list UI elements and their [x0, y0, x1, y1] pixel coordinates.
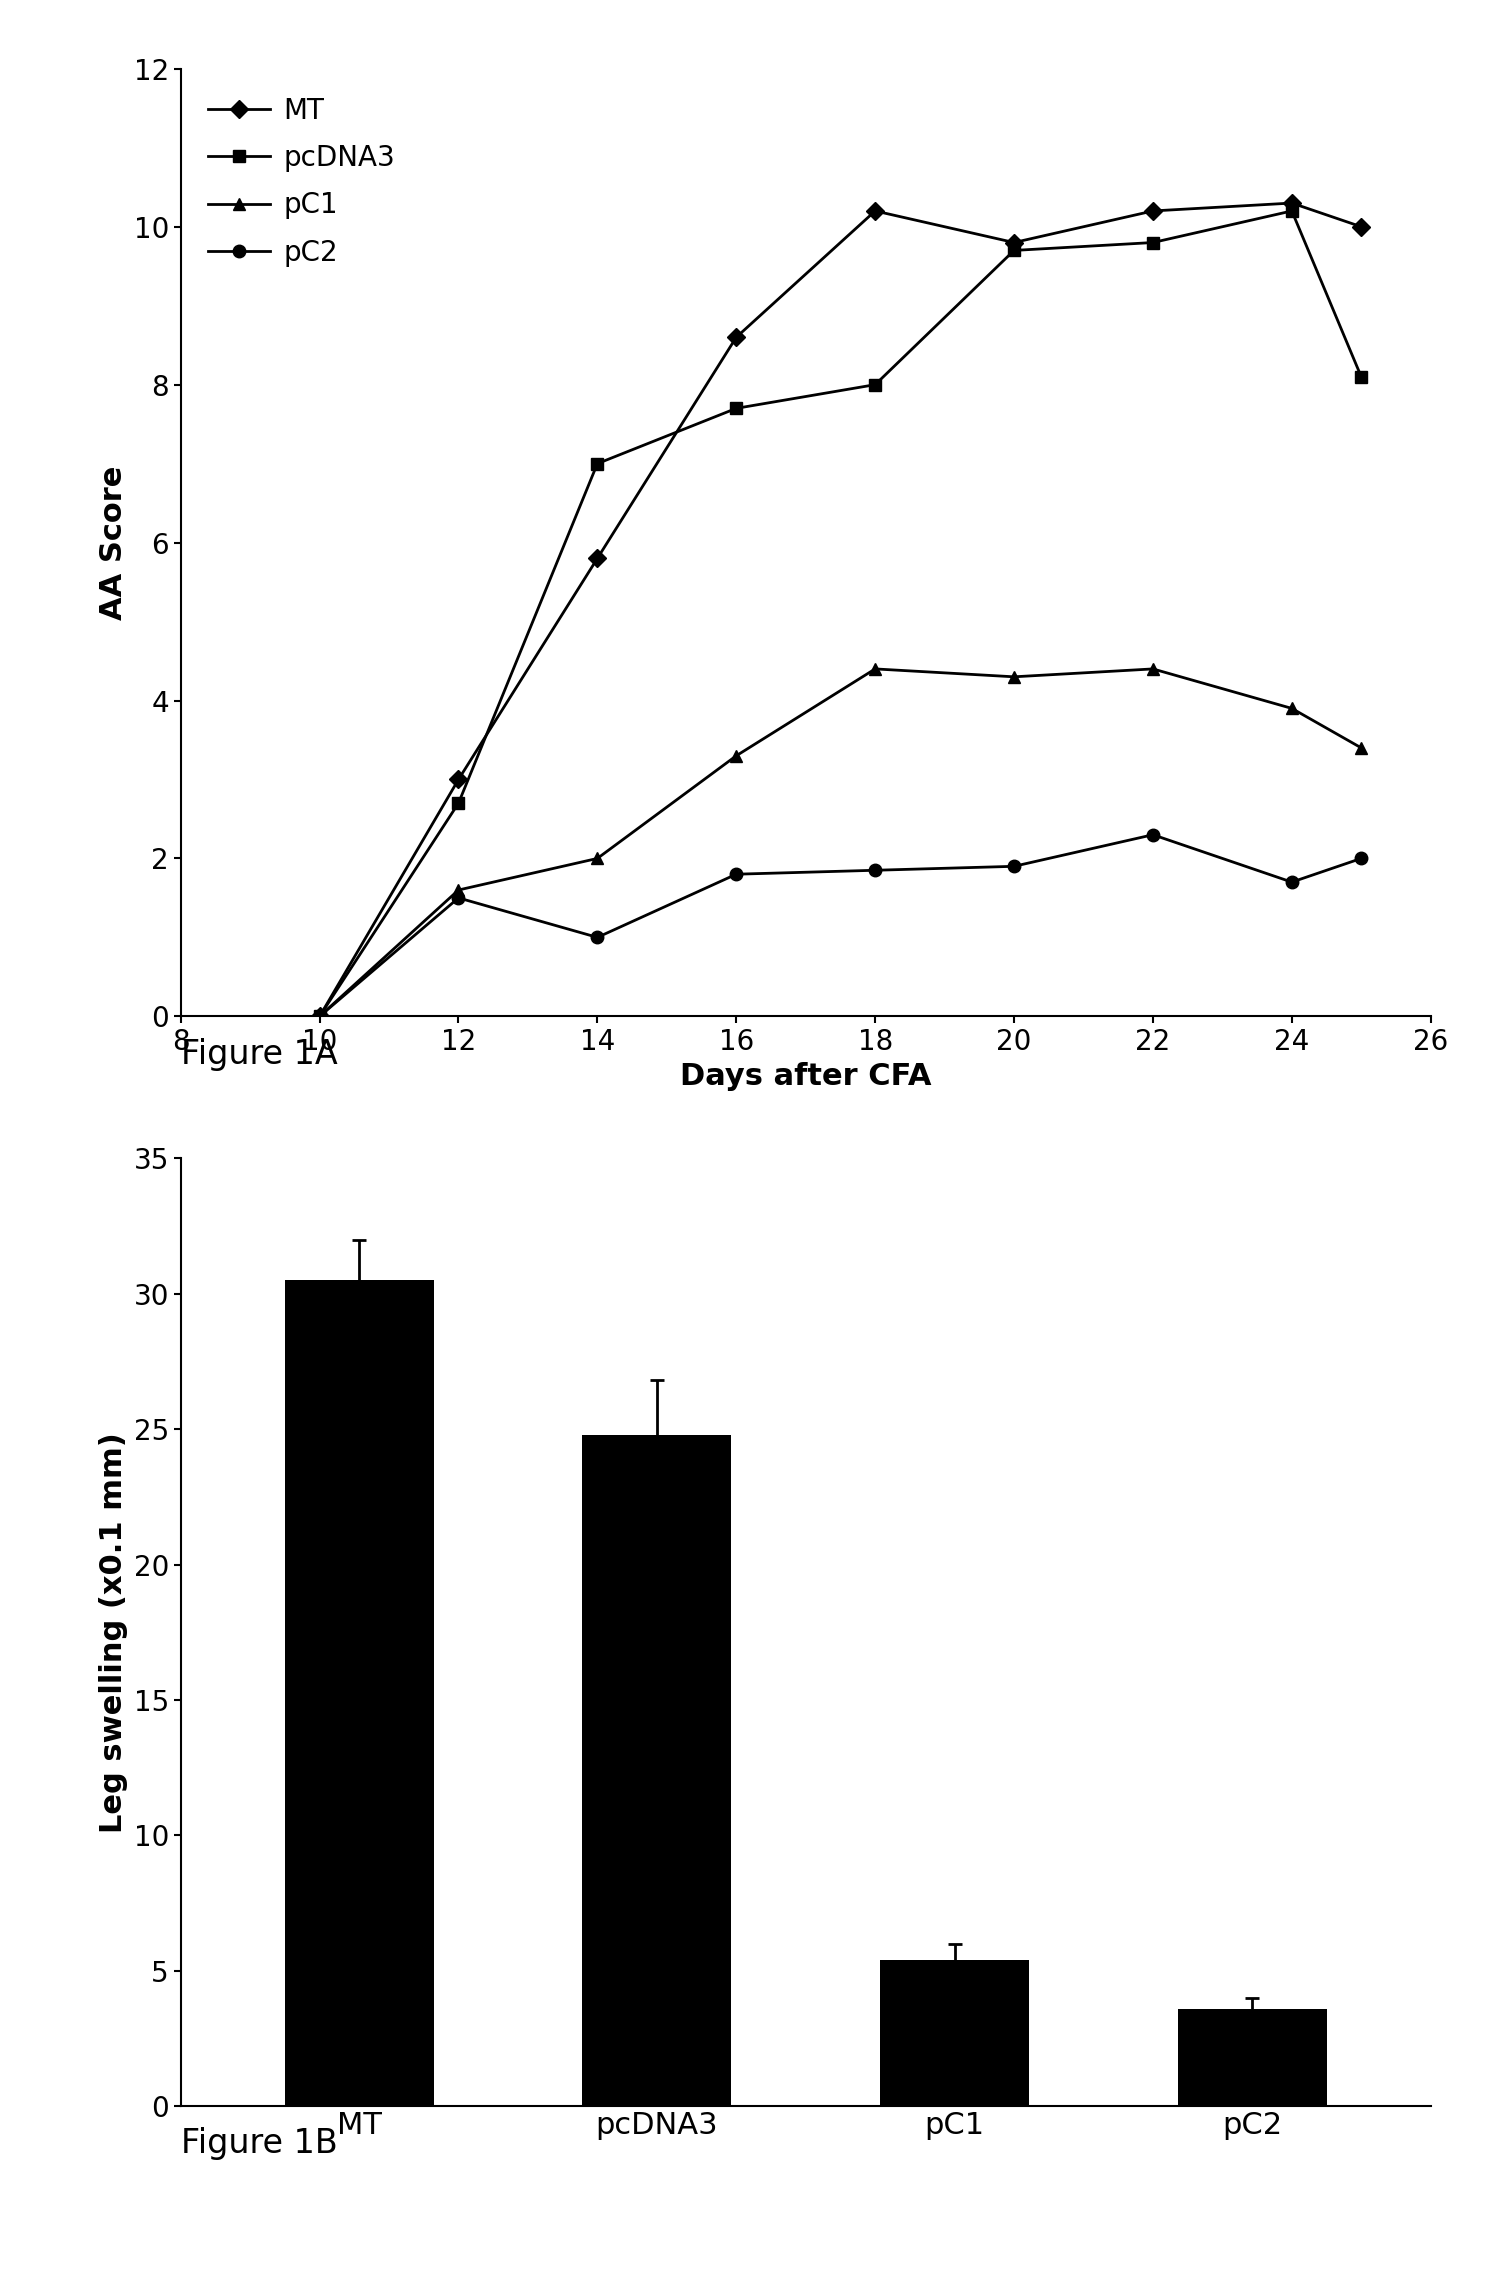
pcDNA3: [1005, 236, 1023, 264]
MT: [866, 197, 884, 225]
MT: [1005, 229, 1023, 257]
pC2: [1283, 869, 1301, 897]
pC2: [1005, 853, 1023, 881]
pcDNA3: [589, 450, 607, 477]
pcDNA3: [449, 789, 467, 817]
pC1: [727, 741, 745, 768]
pcDNA3: [310, 1002, 328, 1030]
Bar: [583, 1434, 732, 2106]
Bar: [880, 1959, 1029, 2106]
Line: MT: MT: [313, 197, 1367, 1023]
pC2: [1352, 844, 1370, 872]
Legend: MT, pcDNA3, pC1, pC2: MT, pcDNA3, pC1, pC2: [194, 83, 410, 280]
MT: [310, 1002, 328, 1030]
pC2: [727, 860, 745, 888]
Y-axis label: Leg swelling (x0.1 mm): Leg swelling (x0.1 mm): [99, 1431, 128, 1833]
pC1: [310, 1002, 328, 1030]
pcDNA3: [866, 372, 884, 399]
MT: [449, 766, 467, 794]
MT: [1352, 213, 1370, 241]
Bar: [285, 1280, 434, 2106]
X-axis label: Days after CFA: Days after CFA: [681, 1062, 931, 1090]
Line: pC2: pC2: [313, 828, 1367, 1023]
pC2: [449, 883, 467, 911]
pcDNA3: [1145, 229, 1163, 257]
pC2: [866, 856, 884, 883]
pC1: [589, 844, 607, 872]
Text: Figure 1A: Figure 1A: [181, 1037, 337, 1071]
MT: [727, 323, 745, 351]
Line: pC1: pC1: [313, 663, 1367, 1023]
MT: [1283, 190, 1301, 218]
MT: [1145, 197, 1163, 225]
pC2: [589, 924, 607, 952]
pcDNA3: [727, 395, 745, 422]
pC2: [1145, 821, 1163, 849]
Bar: [1178, 2010, 1327, 2106]
pC1: [1283, 695, 1301, 723]
pcDNA3: [1352, 362, 1370, 390]
pC1: [449, 876, 467, 904]
Line: pcDNA3: pcDNA3: [313, 204, 1367, 1023]
pC2: [310, 1002, 328, 1030]
Text: Figure 1B: Figure 1B: [181, 2127, 337, 2161]
pC1: [1352, 734, 1370, 762]
Y-axis label: AA Score: AA Score: [99, 466, 128, 619]
pC1: [1145, 656, 1163, 684]
pC1: [866, 656, 884, 684]
pcDNA3: [1283, 197, 1301, 225]
MT: [589, 544, 607, 571]
pC1: [1005, 663, 1023, 690]
